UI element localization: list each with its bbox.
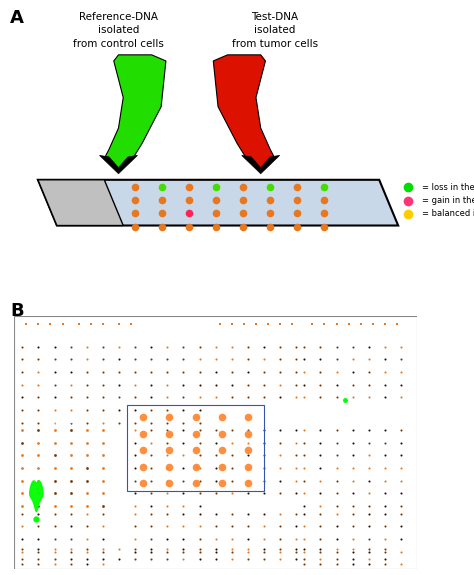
Text: CDK4: CDK4	[55, 433, 78, 442]
Text: = gain in the test genome: = gain in the test genome	[422, 196, 474, 205]
Polygon shape	[242, 155, 280, 174]
Bar	[127, 405, 264, 491]
Text: Test-DNA
isolated
from tumor cells: Test-DNA isolated from tumor cells	[232, 12, 318, 49]
Text: B: B	[10, 301, 24, 320]
Text: = loss in the test genome: = loss in the test genome	[422, 183, 474, 192]
Text: A: A	[9, 9, 23, 27]
Polygon shape	[213, 55, 275, 171]
Text: Reference-DNA
isolated
from control cells: Reference-DNA isolated from control cell…	[73, 12, 164, 49]
Text: MDM2: MDM2	[55, 418, 82, 427]
Polygon shape	[104, 55, 166, 171]
Polygon shape	[38, 180, 398, 225]
Polygon shape	[38, 180, 123, 225]
Polygon shape	[30, 481, 43, 512]
Polygon shape	[100, 155, 137, 174]
Text: = balanced in the test genome: = balanced in the test genome	[422, 209, 474, 218]
